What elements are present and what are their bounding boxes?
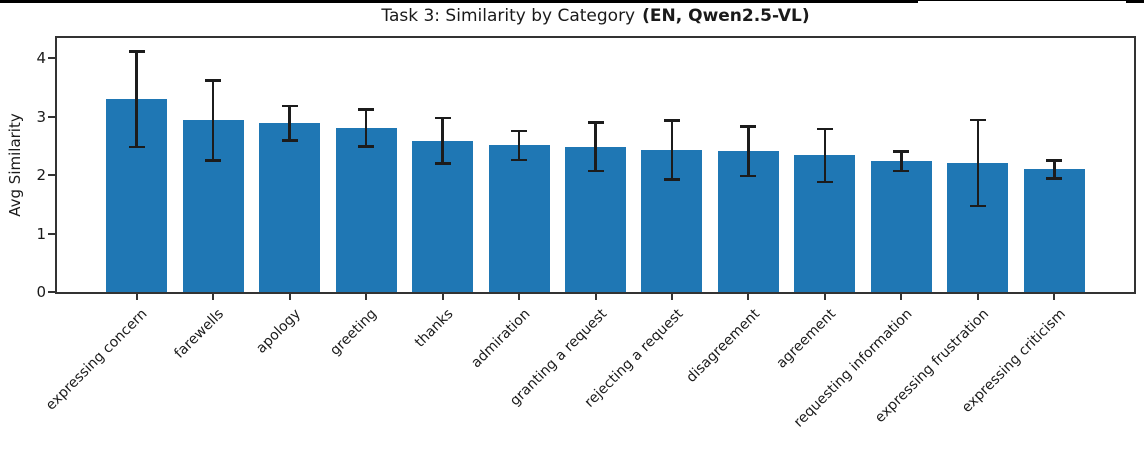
y-tick-mark bbox=[48, 174, 55, 177]
x-tick-label-agreement: agreement bbox=[773, 306, 840, 372]
y-tick-label: 4 bbox=[36, 49, 46, 68]
error-bar-cap-top-expressing-frustration bbox=[969, 118, 986, 122]
error-bar-cap-top-greeting bbox=[358, 108, 375, 111]
bar-apology bbox=[259, 123, 321, 292]
error-bar-cap-top-requesting-information bbox=[893, 150, 910, 153]
x-tick-label-thanks: thanks bbox=[412, 306, 457, 351]
error-bar-cap-bottom-requesting-information bbox=[893, 169, 910, 173]
x-tick-mark bbox=[441, 294, 444, 300]
error-bar-cap-top-expressing-concern bbox=[128, 50, 145, 53]
y-tick-mark bbox=[48, 232, 55, 235]
error-bar-cap-bottom-expressing-concern bbox=[128, 145, 145, 149]
x-tick-mark bbox=[747, 294, 750, 300]
error-bar-cap-bottom-thanks bbox=[434, 162, 451, 165]
error-bar-line-apology bbox=[288, 105, 291, 141]
x-tick-label-admiration: admiration bbox=[468, 306, 534, 372]
y-tick-mark bbox=[48, 115, 55, 118]
x-tick-mark bbox=[288, 294, 291, 300]
x-tick-mark bbox=[670, 294, 673, 300]
error-bar-line-requesting-information bbox=[900, 151, 903, 172]
error-bar-line-farewells bbox=[211, 80, 215, 161]
bar-expressing-criticism bbox=[1023, 169, 1085, 292]
x-tick-label-disagreement: disagreement bbox=[683, 306, 763, 386]
error-bar-cap-bottom-admiration bbox=[511, 158, 527, 162]
x-tick-mark bbox=[518, 294, 520, 300]
y-tick-label: 3 bbox=[36, 107, 46, 126]
error-bar-line-disagreement bbox=[747, 126, 750, 177]
error-bar-cap-bottom-agreement bbox=[816, 180, 833, 184]
x-tick-mark bbox=[135, 294, 138, 300]
x-tick-mark bbox=[365, 294, 368, 300]
bar-admiration bbox=[488, 145, 550, 292]
error-bar-cap-bottom-greeting bbox=[358, 145, 375, 148]
error-bar-line-admiration bbox=[517, 130, 521, 161]
x-tick-mark bbox=[900, 294, 903, 300]
bar-thanks bbox=[412, 140, 474, 292]
x-tick-label-expressing-concern: expressing concern bbox=[43, 306, 151, 414]
error-bar-cap-top-apology bbox=[281, 104, 298, 108]
x-tick-mark bbox=[976, 294, 979, 300]
error-bar-cap-bottom-apology bbox=[281, 139, 298, 142]
error-bar-cap-bottom-expressing-frustration bbox=[969, 204, 986, 208]
bar-greeting bbox=[335, 127, 397, 292]
y-tick-label: 2 bbox=[36, 166, 46, 185]
x-tick-mark bbox=[823, 294, 826, 300]
x-tick-mark bbox=[594, 294, 597, 300]
error-bar-line-agreement bbox=[823, 128, 827, 183]
y-axis-label: Avg Similarity bbox=[6, 113, 24, 217]
x-tick-label-farewells: farewells bbox=[171, 306, 228, 362]
x-tick-label-greeting: greeting bbox=[327, 306, 381, 359]
y-tick-mark bbox=[48, 57, 55, 60]
error-bar-line-expressing-concern bbox=[135, 51, 138, 148]
error-bar-line-thanks bbox=[441, 117, 444, 164]
top-rule-left bbox=[0, 0, 918, 3]
error-bar-cap-top-agreement bbox=[816, 127, 833, 130]
top-rule-middle bbox=[918, 0, 1126, 1]
error-bar-cap-bottom-disagreement bbox=[740, 174, 757, 178]
error-bar-line-granting-a-request bbox=[594, 122, 597, 172]
error-bar-cap-top-admiration bbox=[511, 129, 527, 133]
error-bar-cap-bottom-expressing-criticism bbox=[1046, 177, 1063, 180]
error-bar-cap-top-farewells bbox=[205, 79, 222, 82]
x-tick-mark bbox=[212, 294, 215, 300]
error-bar-line-expressing-frustration bbox=[976, 119, 980, 207]
chart-title-main: Task 3: Similarity by Category bbox=[381, 6, 636, 26]
y-tick-label: 0 bbox=[36, 283, 46, 301]
error-bar-cap-bottom-granting-a-request bbox=[587, 169, 604, 173]
error-bar-cap-top-rejecting-a-request bbox=[663, 119, 680, 122]
error-bar-cap-top-thanks bbox=[434, 116, 451, 120]
x-tick-label-apology: apology bbox=[253, 306, 304, 357]
bar-requesting-information bbox=[870, 161, 932, 292]
y-tick-label: 1 bbox=[36, 224, 46, 243]
error-bar-cap-bottom-rejecting-a-request bbox=[663, 178, 680, 181]
y-tick-mark bbox=[48, 291, 55, 293]
error-bar-cap-top-disagreement bbox=[740, 125, 757, 128]
chart-title-suffix: (EN, Qwen2.5-VL) bbox=[642, 6, 810, 26]
x-tick-mark bbox=[1053, 294, 1056, 300]
error-bar-line-expressing-criticism bbox=[1053, 160, 1056, 179]
error-bar-line-rejecting-a-request bbox=[670, 120, 674, 180]
error-bar-cap-top-expressing-criticism bbox=[1046, 159, 1063, 162]
chart-title: Task 3: Similarity by Category (EN, Qwen2… bbox=[57, 6, 1134, 26]
error-bar-cap-bottom-farewells bbox=[205, 159, 222, 162]
error-bar-cap-top-granting-a-request bbox=[587, 121, 604, 124]
error-bar-line-greeting bbox=[364, 109, 368, 147]
top-rule-right bbox=[1126, 0, 1144, 3]
